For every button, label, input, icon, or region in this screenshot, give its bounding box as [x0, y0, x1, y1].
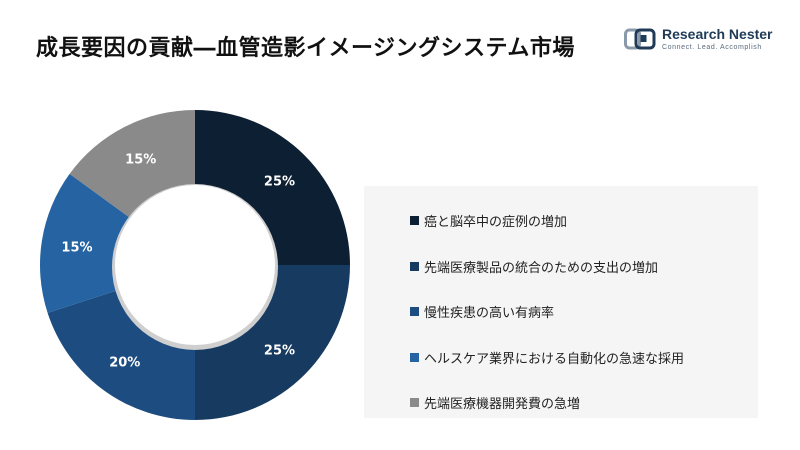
- legend-swatch: [410, 216, 419, 226]
- legend-label: 先端医療製品の統合のための支出の増加: [424, 260, 659, 276]
- chart-legend: 癌と脳卒中の症例の増加先端医療製品の統合のための支出の増加 慢性疾患の高い有病率ヘ…: [364, 186, 758, 418]
- slice-label-1: 25%: [264, 175, 295, 190]
- slice-label-5: 15%: [125, 153, 156, 168]
- legend-swatch: [410, 352, 419, 362]
- legend-item: 先端医療製品の統合のための支出の増加: [410, 244, 758, 290]
- legend-swatch: [410, 398, 419, 408]
- donut-hole: [115, 185, 275, 345]
- brand-logo: Research Nester Connect. Lead. Accomplis…: [624, 26, 773, 52]
- donut-slice-2: [195, 265, 350, 420]
- logo-tagline: Connect. Lead. Accomplish: [662, 44, 762, 51]
- research-nester-logo-icon: [624, 28, 656, 50]
- slice-label-3: 20%: [109, 356, 140, 371]
- chart-title: 成長要因の貢献―血管造影イメージングシステム市場: [36, 36, 575, 61]
- logo-name: Research Nester: [662, 26, 773, 42]
- legend-item: 癌と脳卒中の症例の増加: [410, 198, 758, 244]
- legend-swatch: [410, 261, 419, 271]
- slice-label-2: 25%: [264, 343, 295, 358]
- legend-label: ヘルスケア業界における自動化の急速な採用: [424, 351, 685, 367]
- legend-swatch: [410, 307, 419, 317]
- legend-label: 慢性疾患の高い有病率: [424, 306, 555, 322]
- legend-label: 癌と脳卒中の症例の増加: [424, 215, 568, 231]
- legend-item: ヘルスケア業界における自動化の急速な採用: [410, 335, 758, 381]
- donut-slice-1: [195, 110, 350, 265]
- legend-label: 先端医療機器開発費の急増: [424, 397, 581, 413]
- donut-chart-area: 25% 25% 20% 15% 15%: [30, 100, 360, 430]
- legend-item: 先端医療機器開発費の急増: [410, 380, 758, 426]
- donut-slice-3: [47, 289, 195, 420]
- slice-label-4: 15%: [61, 240, 92, 255]
- donut-chart: 25% 25% 20% 15% 15%: [40, 110, 350, 420]
- donut-slice-4: [40, 173, 131, 313]
- legend-item: 慢性疾患の高い有病率: [410, 289, 758, 335]
